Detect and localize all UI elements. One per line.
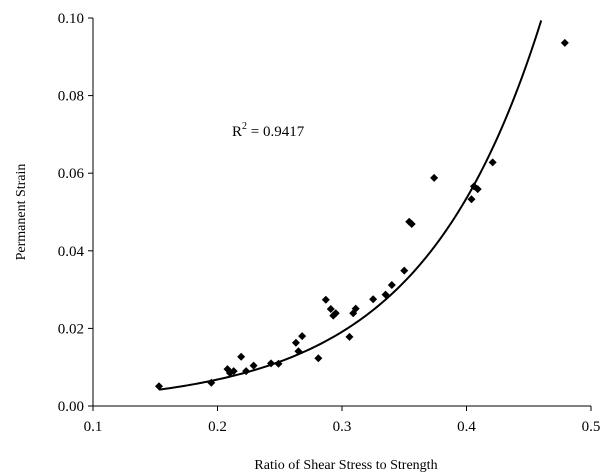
x-tick-label: 0.5: [582, 419, 601, 435]
axes: [88, 17, 592, 411]
r-squared-value: = 0.9417: [247, 124, 305, 140]
y-tick-label: 0.00: [58, 399, 84, 415]
data-point: [267, 359, 276, 368]
data-point: [249, 361, 258, 370]
data-point: [207, 378, 216, 387]
trendline: [158, 20, 543, 391]
data-point: [321, 295, 330, 304]
data-point: [237, 352, 246, 361]
data-point: [407, 220, 416, 229]
r-squared-annotation: R2 = 0.9417: [232, 121, 305, 140]
data-point: [314, 354, 323, 363]
data-point: [229, 367, 238, 376]
data-point: [326, 305, 335, 313]
data-point: [430, 173, 439, 182]
data-point: [473, 185, 482, 194]
y-tick-label: 0.04: [58, 244, 85, 260]
data-point: [381, 290, 390, 299]
data-point: [291, 338, 300, 347]
tick-labels: 0.00 0.02 0.04 0.06 0.08 0.10 0.1 0.2 0.3 0.4 0.5: [58, 11, 601, 435]
x-tick-label: 0.4: [457, 419, 476, 435]
data-point: [345, 332, 354, 341]
data-point: [467, 195, 476, 204]
y-axis-label: Permanent Strain: [14, 164, 29, 261]
data-point: [488, 158, 497, 167]
y-tick-label: 0.06: [58, 166, 85, 182]
data-point: [560, 38, 569, 47]
y-tick-label: 0.02: [58, 321, 84, 337]
data-point: [298, 332, 307, 341]
r-squared-base: R: [232, 124, 242, 140]
data-point: [294, 347, 303, 356]
x-tick-label: 0.2: [208, 419, 227, 435]
data-point: [331, 309, 340, 318]
x-tick-label: 0.1: [84, 419, 103, 435]
data-points: [154, 38, 569, 391]
data-point: [369, 295, 378, 304]
y-tick-label: 0.08: [58, 89, 84, 105]
data-point: [351, 304, 360, 313]
x-axis-label: Ratio of Shear Stress to Strength: [254, 458, 437, 473]
data-point: [242, 367, 251, 376]
data-point: [154, 382, 163, 391]
x-tick-label: 0.3: [333, 419, 352, 435]
r-squared-superscript: 2: [242, 121, 247, 132]
y-tick-label: 0.10: [58, 11, 84, 27]
data-point: [400, 266, 409, 275]
data-point: [387, 280, 396, 289]
data-point: [274, 359, 283, 368]
